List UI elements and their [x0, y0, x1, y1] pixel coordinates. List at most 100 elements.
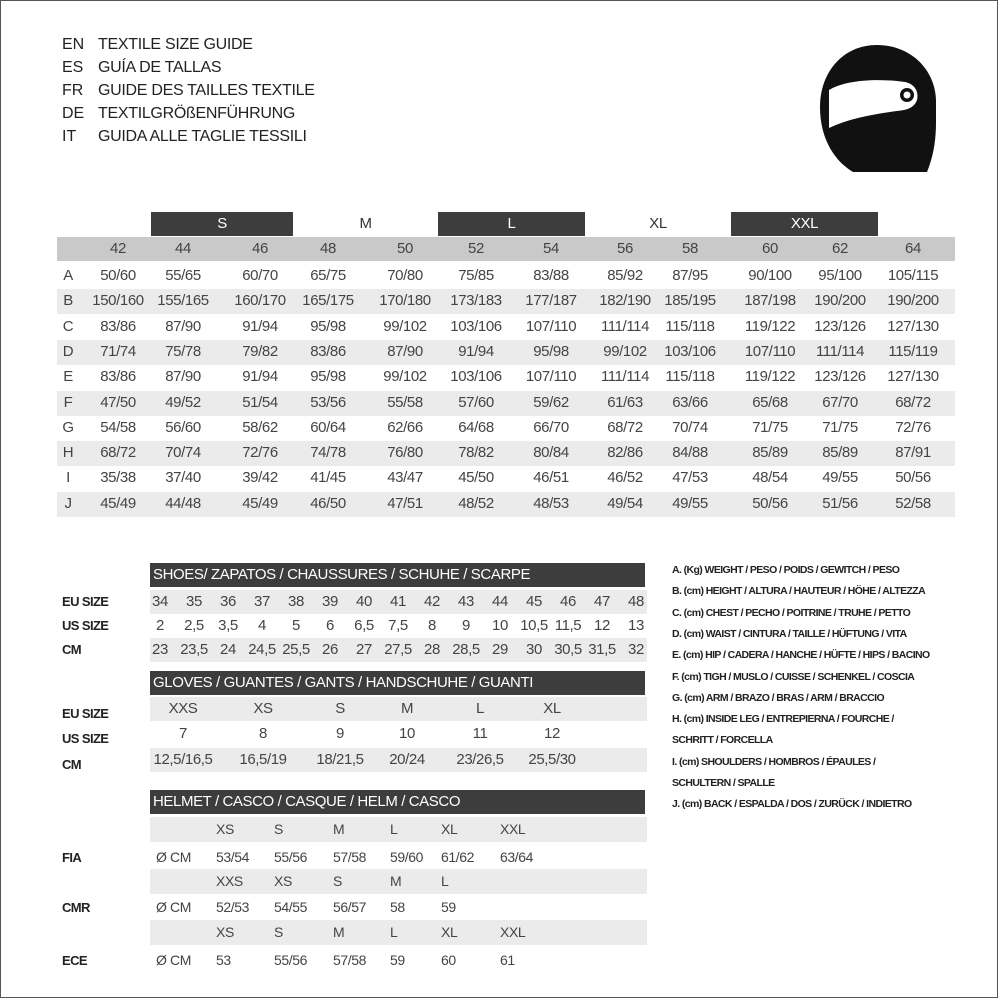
- table-cell: 10: [399, 725, 415, 742]
- unit-label: Ø CM: [156, 899, 191, 915]
- table-cell: 41: [390, 593, 406, 610]
- table-row-band: [150, 920, 647, 945]
- helmet-size: XXS: [216, 873, 243, 889]
- legend-item: A. (Kg) WEIGHT / PESO / POIDS / GEWITCH …: [672, 564, 900, 576]
- size-group-xl: XL: [585, 212, 731, 236]
- table-cell: 30,5: [554, 641, 582, 658]
- helmet-size: XXL: [500, 821, 526, 837]
- table-cell: 50/56: [752, 494, 788, 512]
- table-cell: 107/110: [525, 317, 577, 335]
- table-cell: 12: [544, 725, 560, 742]
- table-cell: 47: [594, 593, 610, 610]
- helmet-value: 58: [390, 899, 405, 915]
- table-row-band: [150, 590, 647, 614]
- table-cell: 50/56: [895, 469, 931, 487]
- table-cell: 8: [428, 617, 436, 634]
- helmet-value: 63/64: [500, 849, 534, 865]
- size-number: 42: [110, 240, 126, 257]
- unit-label: Ø CM: [156, 849, 191, 865]
- table-cell: 80/84: [533, 444, 569, 462]
- table-cell: 26: [322, 641, 338, 658]
- table-cell: 84/88: [672, 444, 708, 462]
- table-cell: 4: [258, 617, 266, 634]
- table-cell: 85/92: [607, 267, 643, 284]
- table-cell: 127/130: [887, 368, 939, 386]
- table-cell: 46/51: [533, 469, 569, 487]
- size-number: 44: [175, 240, 191, 257]
- row-label: CM: [62, 642, 82, 657]
- table-cell: 25,5: [282, 641, 310, 658]
- table-cell: 2: [156, 617, 164, 634]
- table-cell: 8: [259, 725, 267, 742]
- table-cell: 10: [492, 617, 508, 634]
- helmet-size: XS: [216, 924, 234, 940]
- table-cell: 49/54: [607, 494, 643, 512]
- table-cell: 6: [326, 617, 334, 634]
- table-cell: 48/53: [533, 494, 569, 512]
- table-cell: 2,5: [184, 617, 204, 634]
- table-cell: 47/53: [672, 469, 708, 487]
- legend-item: H. (cm) INSIDE LEG / ENTREPIERNA / FOURC…: [672, 713, 894, 726]
- row-label: ECE: [62, 953, 88, 968]
- helmet-value: 57/58: [333, 952, 367, 968]
- table-cell: 107/110: [744, 342, 796, 360]
- helmet-value: 55/56: [274, 849, 308, 865]
- helmet-value: 57/58: [333, 849, 367, 865]
- row-letter: F: [63, 393, 73, 411]
- table-cell: 35: [186, 593, 202, 610]
- section-title: SHOES/ ZAPATOS / CHAUSSURES / SCHUHE / S…: [153, 566, 531, 583]
- section-header: [150, 790, 645, 814]
- table-cell: 127/130: [887, 317, 939, 335]
- table-cell: 61/63: [607, 393, 643, 411]
- guide-title: TEXTILE SIZE GUIDE: [98, 36, 253, 53]
- size-group-label: XXL: [790, 215, 819, 232]
- table-row-band: [57, 491, 955, 517]
- row-letter: J: [64, 494, 72, 512]
- table-cell: 90/100: [748, 267, 792, 284]
- language-code: IT: [62, 128, 77, 145]
- table-cell: 173/183: [450, 292, 502, 310]
- table-cell: 13: [628, 617, 644, 634]
- table-cell: 31,5: [588, 641, 616, 658]
- legend-item: I. (cm) SHOULDERS / HOMBROS / ÉPAULES /: [672, 755, 876, 768]
- table-cell: 87/90: [165, 317, 201, 335]
- table-cell: 45: [526, 593, 542, 610]
- table-row-band: [57, 441, 955, 467]
- table-cell: 45/49: [100, 494, 136, 512]
- table-cell: 29: [492, 641, 508, 658]
- table-cell: 41/45: [310, 469, 346, 487]
- table-cell: 66/70: [533, 418, 569, 436]
- helmet-icon: [820, 45, 936, 172]
- row-letter: C: [62, 317, 74, 335]
- table-cell: 5: [292, 617, 300, 634]
- size-number: 56: [617, 240, 633, 257]
- size-number: 46: [252, 240, 268, 257]
- table-cell: 51/56: [822, 494, 858, 512]
- table-cell: 70/80: [387, 267, 423, 284]
- row-letter: D: [62, 342, 74, 360]
- table-cell: 32: [628, 641, 644, 658]
- row-letter: I: [66, 469, 70, 487]
- helmet-size: M: [333, 924, 345, 940]
- table-cell: 23/26,5: [456, 751, 504, 768]
- row-label: FIA: [62, 850, 82, 865]
- row-letter: A: [63, 267, 73, 284]
- section-title: HELMET / CASCO / CASQUE / HELM / CASCO: [153, 793, 461, 810]
- table-cell: 83/88: [533, 267, 569, 284]
- table-cell: 105/115: [887, 267, 939, 284]
- table-cell: 53/56: [310, 393, 346, 411]
- table-row-band: [57, 390, 955, 416]
- language-code: DE: [62, 105, 85, 122]
- table-cell: 99/102: [383, 317, 427, 335]
- size-header-row: [57, 237, 955, 261]
- table-cell: 99/102: [383, 368, 427, 386]
- guide-title: GUIDE DES TAILLES TEXTILE: [98, 82, 315, 99]
- table-cell: 95/100: [818, 267, 862, 284]
- table-cell: 6,5: [354, 617, 374, 634]
- helmet-value: 53/54: [216, 849, 250, 865]
- table-cell: 87/90: [387, 342, 423, 360]
- size-number: 52: [468, 240, 484, 257]
- helmet-size: S: [274, 924, 283, 940]
- table-cell: 47/50: [100, 393, 136, 411]
- size-group-label: L: [507, 215, 516, 232]
